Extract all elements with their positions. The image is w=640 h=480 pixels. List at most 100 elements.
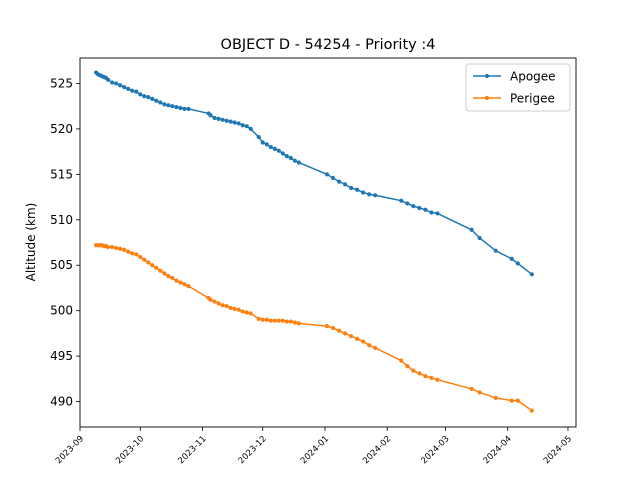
apogee-point-61	[411, 204, 416, 209]
perigee-point-67	[477, 390, 482, 395]
perigee-point-22	[170, 275, 175, 281]
legend-perigee-label: Perigee	[510, 92, 555, 106]
perigee-point-14	[138, 254, 143, 260]
perigee-point-41	[264, 317, 269, 322]
apogee-point-28	[208, 113, 213, 118]
apogee-point-68	[493, 248, 498, 253]
apogee-point-15	[142, 94, 147, 99]
perigee-point-54	[348, 334, 354, 339]
y-axis: 490 495 500 505 510 515 520 525	[50, 76, 80, 409]
apogee-point-22	[170, 104, 175, 109]
perigee-point-36	[240, 309, 245, 314]
y-tick-label-495: 495	[50, 349, 73, 363]
perigee-point-44	[276, 318, 281, 323]
perigee-point-65	[435, 377, 440, 382]
perigee-point-32	[224, 304, 229, 309]
perigee-point-39	[256, 316, 261, 321]
perigee-point-58	[373, 345, 378, 351]
apogee-point-39	[256, 134, 261, 140]
apogee-point-23	[174, 104, 179, 110]
y-tick-label-505: 505	[50, 258, 73, 272]
perigee-point-49	[296, 321, 301, 326]
y-tick-label-490: 490	[50, 395, 73, 409]
perigee-point-57	[367, 343, 372, 348]
perigee-point-20	[162, 271, 167, 276]
apogee-point-54	[348, 185, 354, 191]
apogee-point-41	[264, 142, 269, 147]
perigee-point-71	[529, 408, 534, 413]
y-tick-label-520: 520	[50, 122, 73, 136]
apogee-point-43	[272, 146, 277, 151]
perigee-point-13	[134, 252, 139, 257]
perigee-point-15	[142, 257, 147, 262]
apogee-point-65	[435, 211, 440, 216]
apogee-point-71	[529, 272, 534, 277]
perigee-point-34	[232, 306, 237, 311]
apogee-point-67	[477, 235, 482, 241]
perigee-point-40	[260, 317, 265, 322]
perigee-point-51	[330, 325, 336, 331]
perigee-point-42	[268, 318, 273, 323]
y-axis-label: Altitude (km)	[24, 203, 38, 282]
perigee-point-43	[272, 318, 277, 323]
apogee-point-31	[220, 117, 225, 122]
apogee-point-36	[240, 123, 245, 128]
apogee-point-29	[212, 115, 217, 121]
perigee-point-9	[118, 246, 123, 251]
apogee-point-24	[178, 105, 183, 111]
apogee-point-10	[122, 84, 127, 90]
perigee-point-64	[429, 375, 434, 381]
legend-apogee-marker	[484, 73, 490, 79]
perigee-point-16	[146, 260, 151, 265]
apogee-point-12	[130, 88, 135, 93]
perigee-point-52	[336, 328, 342, 333]
perigee-point-48	[292, 320, 297, 325]
apogee-point-58	[373, 193, 378, 198]
perigee-point-47	[288, 319, 293, 324]
apogee-point-21	[166, 103, 171, 108]
apogee-point-18	[154, 98, 159, 103]
perigee-point-21	[166, 274, 171, 279]
perigee-point-26	[186, 284, 191, 289]
plot-frame	[79, 57, 577, 428]
perigee-point-62	[417, 371, 422, 376]
apogee-point-52	[336, 179, 342, 184]
perigee-point-19	[158, 268, 163, 273]
apogee-point-55	[355, 187, 360, 192]
perigee-point-6	[106, 244, 111, 250]
apogee-point-38	[248, 126, 253, 131]
legend-perigee-marker	[484, 95, 490, 101]
apogee-point-8	[114, 81, 119, 86]
perigee-point-45	[280, 318, 285, 323]
perigee-point-35	[236, 307, 241, 312]
legend: Apogee Perigee	[465, 63, 571, 112]
chart-title: OBJECT D - 54254 - Priority :4	[221, 37, 436, 53]
perigee-point-10	[122, 247, 127, 252]
apogee-point-42	[268, 144, 273, 150]
perigee-point-50	[324, 324, 330, 329]
perigee-point-60	[405, 364, 410, 369]
perigee-point-28	[208, 297, 213, 302]
apogee-point-20	[162, 102, 167, 107]
apogee-point-7	[110, 80, 115, 85]
perigee-point-18	[154, 265, 159, 271]
apogee-point-14	[138, 92, 143, 97]
perigee-point-61	[411, 368, 416, 373]
perigee-point-63	[423, 374, 428, 379]
perigee-point-30	[216, 301, 221, 306]
perigee-point-53	[342, 331, 348, 336]
apogee-point-57	[367, 192, 372, 197]
apogee-point-46	[284, 154, 289, 159]
perigee-point-69	[509, 398, 514, 403]
legend-apogee-label: Apogee	[510, 70, 556, 84]
apogee-point-69	[509, 256, 514, 261]
perigee-point-31	[220, 303, 225, 308]
y-tick-label-515: 515	[50, 167, 73, 181]
apogee-point-11	[126, 86, 131, 92]
apogee-point-53	[342, 182, 348, 187]
perigee-point-29	[212, 299, 217, 304]
apogee-point-48	[292, 158, 297, 163]
apogee-point-62	[417, 205, 422, 211]
apogee-point-60	[405, 201, 410, 206]
apogee-point-37	[244, 124, 249, 129]
